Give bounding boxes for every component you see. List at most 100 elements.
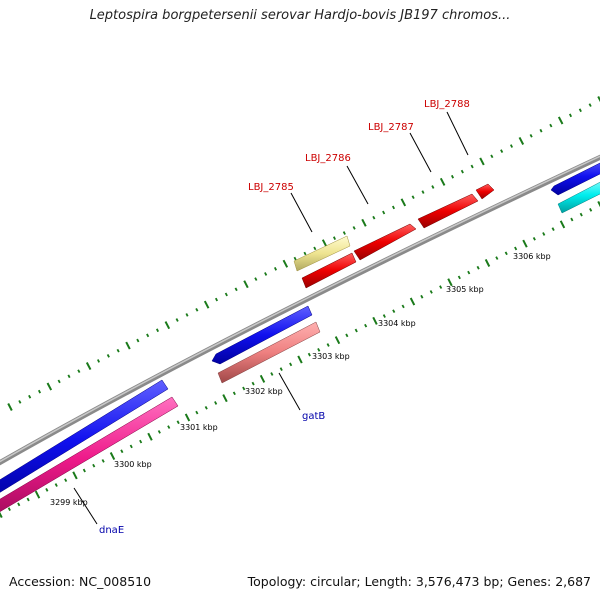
scale-label-3303: 3303 kbp bbox=[312, 352, 350, 361]
tick-mark bbox=[557, 116, 564, 125]
tick-mark bbox=[273, 267, 278, 271]
tick-mark bbox=[334, 336, 341, 345]
tick-mark bbox=[175, 318, 179, 322]
feature-yellow[interactable] bbox=[293, 235, 351, 272]
tick-mark bbox=[551, 227, 555, 232]
scale-label-3304: 3304 kbp bbox=[378, 319, 416, 328]
feature-dnae[interactable] bbox=[0, 396, 179, 520]
tick-mark bbox=[129, 444, 133, 449]
tick-mark bbox=[476, 265, 480, 270]
tick-mark bbox=[64, 478, 68, 483]
tick-mark bbox=[409, 297, 416, 306]
feature-gatb[interactable] bbox=[217, 321, 321, 384]
tick-mark bbox=[313, 246, 317, 251]
tick-mark bbox=[46, 382, 53, 391]
tick-mark bbox=[372, 316, 378, 325]
tick-mark bbox=[401, 304, 405, 309]
scale-label-3299: 3299 kbp bbox=[50, 498, 88, 507]
tick-mark bbox=[167, 425, 171, 429]
tick-mark bbox=[303, 251, 307, 256]
tick-mark bbox=[184, 413, 191, 422]
feature-blue-1[interactable] bbox=[0, 379, 169, 501]
tick-mark bbox=[352, 226, 356, 230]
tick-mark bbox=[522, 239, 528, 248]
tick-mark bbox=[539, 128, 543, 133]
scale-label-3302: 3302 kbp bbox=[245, 387, 283, 396]
tick-mark bbox=[578, 108, 582, 113]
feature-lbj-2785[interactable] bbox=[301, 252, 357, 289]
tick-mark bbox=[17, 502, 21, 507]
tick-mark bbox=[495, 256, 499, 260]
gene-label-gatb[interactable]: gatB bbox=[302, 411, 325, 422]
gene-label-lbj-2786[interactable]: LBJ_2786 bbox=[305, 153, 351, 164]
tick-mark bbox=[243, 280, 249, 289]
tick-mark bbox=[589, 207, 593, 212]
inner-tick-ring bbox=[0, 200, 600, 519]
tick-mark bbox=[342, 231, 346, 235]
tick-mark bbox=[570, 217, 574, 222]
feature-lbj-2788[interactable] bbox=[475, 183, 495, 200]
tick-mark bbox=[28, 394, 32, 399]
tick-mark bbox=[364, 323, 368, 328]
tick-mark bbox=[500, 149, 504, 154]
scale-label-3300: 3300 kbp bbox=[114, 460, 152, 469]
tick-mark bbox=[270, 372, 274, 376]
tick-mark bbox=[139, 439, 143, 444]
tick-mark bbox=[204, 405, 208, 410]
tick-mark bbox=[176, 420, 180, 425]
tick-mark bbox=[382, 314, 386, 318]
tick-mark bbox=[411, 195, 415, 200]
tick-mark bbox=[264, 272, 268, 276]
tick-mark bbox=[439, 285, 443, 289]
tick-mark bbox=[568, 113, 573, 118]
feature-blue-2[interactable] bbox=[211, 305, 313, 365]
feature-lbj-2787[interactable] bbox=[417, 193, 479, 229]
tick-mark bbox=[392, 309, 396, 314]
tick-mark bbox=[479, 157, 485, 166]
scale-label-3305: 3305 kbp bbox=[446, 285, 484, 294]
label-leaders bbox=[73, 111, 469, 525]
tick-mark bbox=[400, 198, 407, 207]
tick-mark bbox=[242, 386, 246, 391]
tick-mark bbox=[136, 338, 140, 343]
tick-mark bbox=[7, 403, 13, 411]
tick-mark bbox=[0, 511, 3, 519]
tick-mark bbox=[317, 347, 321, 352]
tick-mark bbox=[185, 313, 189, 317]
tick-mark bbox=[214, 297, 219, 302]
gene-label-dnae[interactable]: dnaE bbox=[99, 525, 124, 536]
tick-mark bbox=[96, 359, 101, 363]
feature-lbj-2786[interactable] bbox=[353, 223, 417, 261]
gene-label-lbj-2785[interactable]: LBJ_2785 bbox=[248, 182, 294, 193]
tick-mark bbox=[54, 483, 58, 487]
tick-mark bbox=[597, 200, 600, 208]
tick-mark bbox=[224, 292, 228, 297]
tick-mark bbox=[85, 362, 92, 371]
feature-blue-3[interactable] bbox=[550, 158, 600, 196]
tick-mark bbox=[222, 394, 228, 403]
tick-mark bbox=[45, 487, 49, 492]
tick-mark bbox=[77, 369, 81, 374]
tick-mark bbox=[470, 164, 474, 169]
tick-mark bbox=[251, 381, 255, 386]
tick-mark bbox=[579, 212, 583, 217]
tick-mark bbox=[532, 236, 536, 241]
tick-mark bbox=[429, 290, 433, 294]
tick-mark bbox=[372, 215, 376, 220]
tick-mark bbox=[514, 246, 518, 251]
tick-mark bbox=[203, 300, 210, 309]
feature-cyan[interactable] bbox=[557, 177, 600, 214]
tick-mark bbox=[447, 278, 453, 287]
tick-mark bbox=[467, 270, 471, 275]
tick-mark bbox=[332, 236, 337, 240]
tick-mark bbox=[259, 374, 266, 383]
gene-label-lbj-2788[interactable]: LBJ_2788 bbox=[424, 99, 470, 110]
tick-mark bbox=[116, 348, 120, 353]
tick-mark bbox=[109, 452, 116, 461]
tick-mark bbox=[289, 362, 293, 367]
scale-label-3301: 3301 kbp bbox=[180, 423, 218, 432]
gene-label-lbj-2787[interactable]: LBJ_2787 bbox=[368, 122, 414, 133]
tick-mark bbox=[597, 96, 600, 103]
tick-mark bbox=[490, 154, 494, 159]
